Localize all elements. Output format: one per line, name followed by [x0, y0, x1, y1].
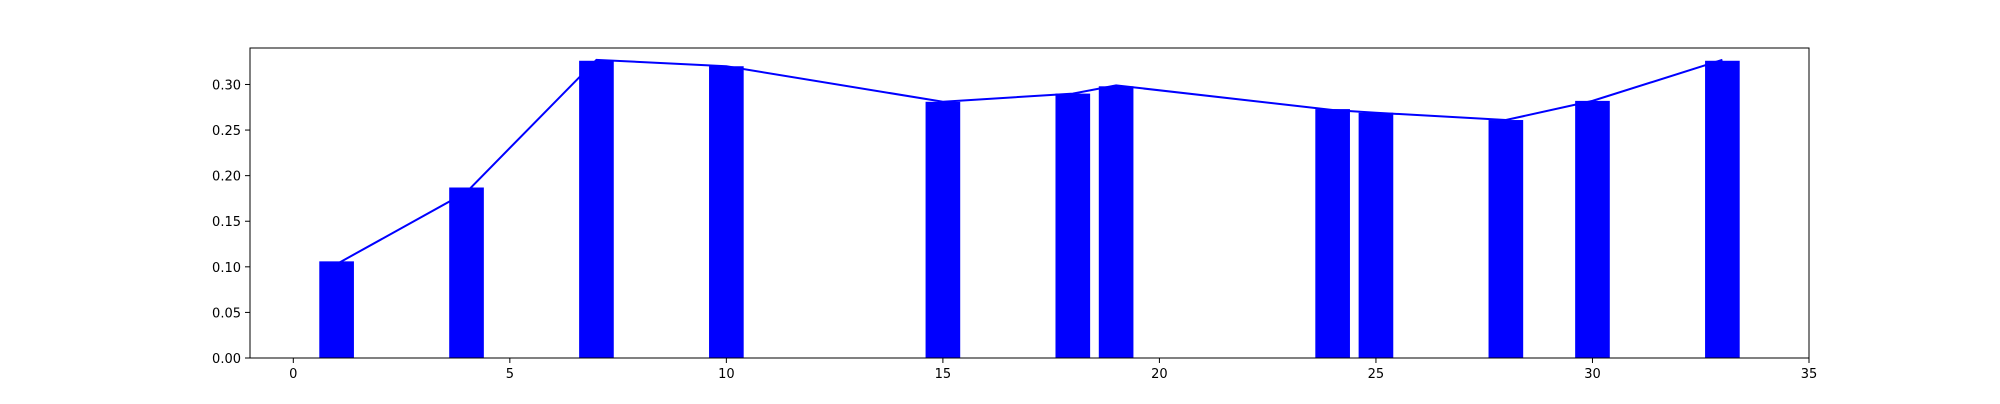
- y-tick-label-0: 0.00: [212, 352, 241, 367]
- x-tick-label-1: 5: [506, 367, 514, 382]
- x-tick-label-6: 30: [1584, 367, 1601, 382]
- bar-0: [319, 261, 354, 358]
- y-tick-label-2: 0.10: [212, 261, 241, 276]
- bar-9: [1488, 120, 1524, 358]
- x-tick-label-0: 0: [289, 367, 297, 382]
- plot-area: 0 5 10 15 20 25 30 35 0.00 0.05 0.10 0.15 0.20 0.25 0.…: [212, 47, 1818, 382]
- x-tick-label-5: 25: [1368, 367, 1385, 382]
- x-tick-label-3: 15: [935, 367, 952, 382]
- bar-11: [1705, 60, 1740, 358]
- bar-8: [1358, 112, 1394, 358]
- bar-5: [1055, 93, 1091, 359]
- bar-4: [925, 101, 961, 358]
- bar-3: [709, 66, 744, 358]
- y-tick-label-1: 0.05: [212, 306, 241, 321]
- y-tick-label-4: 0.20: [212, 170, 241, 185]
- bar-6: [1098, 86, 1134, 358]
- x-tick-label-2: 10: [718, 367, 735, 382]
- line-series: [336, 58, 1723, 265]
- bar-2: [579, 60, 614, 358]
- bar-10: [1575, 100, 1610, 358]
- bar-7: [1315, 109, 1350, 359]
- y-tick-label-5: 0.25: [212, 124, 241, 139]
- x-tick-label-4: 20: [1151, 367, 1168, 382]
- x-tick-label-7: 35: [1801, 367, 1818, 382]
- axes-frame: [249, 47, 1810, 359]
- y-tick-label-3: 0.15: [212, 215, 241, 230]
- bar-1: [449, 187, 484, 358]
- y-tick-label-6: 0.30: [212, 78, 241, 93]
